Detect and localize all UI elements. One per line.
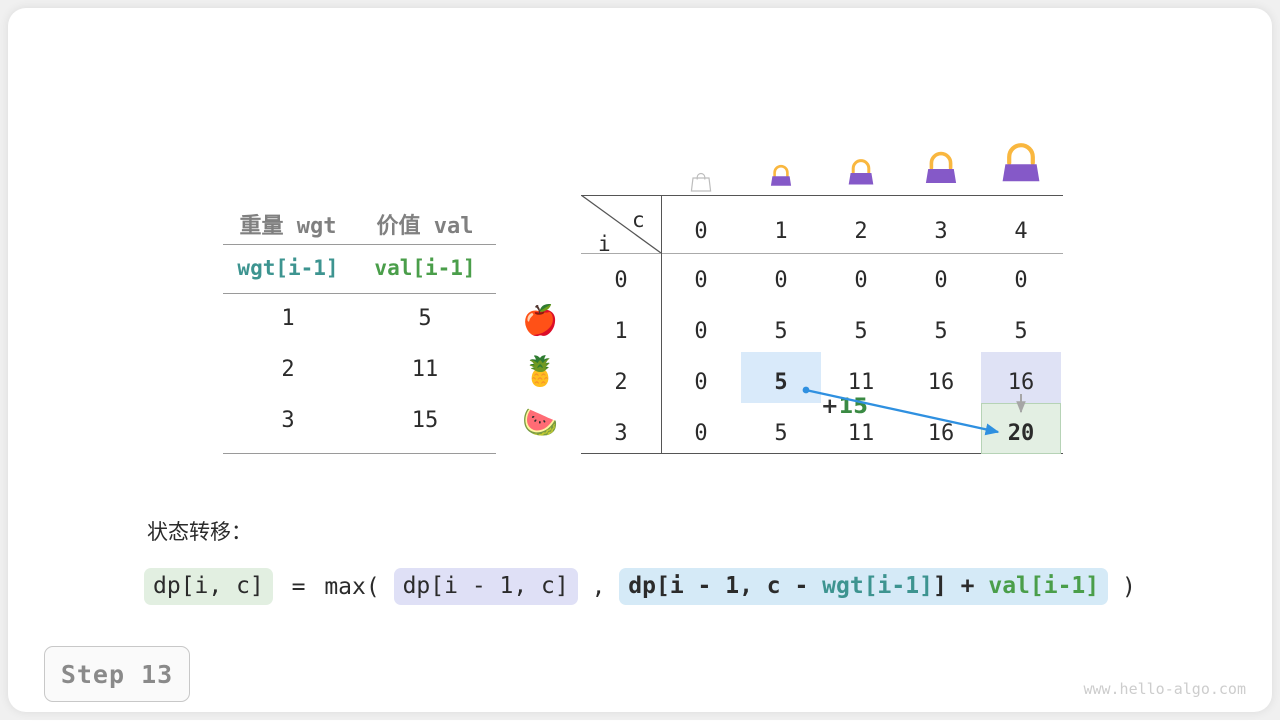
- dp-cell-3-0: 0: [694, 421, 708, 446]
- formula-max-open: max(: [324, 573, 394, 600]
- dp-cell-3-1: 5: [774, 421, 788, 446]
- dp-rule-vertical: [661, 195, 662, 453]
- dp-cell-0-3: 0: [934, 268, 948, 293]
- dp-cell-1-0: 0: [694, 319, 708, 344]
- dp-cell-2-0: 0: [694, 370, 708, 395]
- plus-value: 15: [838, 394, 868, 418]
- formula-wgt-term: wgt[i-1]: [822, 573, 933, 599]
- bag-size-2-icon: [821, 133, 901, 193]
- formula-option-1: dp[i - 1, c]: [393, 568, 578, 605]
- dp-rule-bottom: [581, 453, 1063, 454]
- dp-rule-header: [581, 253, 1063, 254]
- dp-cell-1-3: 5: [934, 319, 948, 344]
- dp-col-header-4: 4: [1014, 219, 1028, 244]
- dp-axis-label-i: i: [598, 232, 611, 256]
- dp-row-header-3: 3: [614, 421, 628, 446]
- dp-cell-1-2: 5: [854, 319, 868, 344]
- dp-row-header-0: 0: [614, 268, 628, 293]
- item-value-row-1: 5: [418, 306, 432, 331]
- item-table-header-value: 价值 val: [376, 214, 474, 239]
- dp-row-header-2: 2: [614, 370, 628, 395]
- formula-val-term: val[i-1]: [988, 573, 1100, 599]
- bag-size-4-icon: [981, 133, 1061, 193]
- item-table-header-weight: 重量 wgt: [239, 214, 337, 239]
- plus-sign: +: [821, 394, 839, 418]
- pineapple-emoji-icon: 🍍: [521, 354, 559, 388]
- apple-emoji-icon: 🍎: [521, 303, 559, 337]
- dp-cell-2-3: 16: [927, 370, 955, 395]
- item-weight-row-1: 1: [281, 306, 295, 331]
- dp-axis-label-c: c: [632, 208, 645, 232]
- site-watermark: www.hello-algo.com: [1083, 680, 1246, 698]
- bag-empty-icon: [661, 133, 741, 193]
- plus-value-annotation: +15: [821, 394, 868, 418]
- formula-option-2-mid: ] +: [932, 573, 989, 599]
- watermelon-emoji-icon: 🍉: [521, 405, 559, 439]
- dp-row-header-1: 1: [614, 319, 628, 344]
- dp-col-header-2: 2: [854, 219, 868, 244]
- dp-highlight-source-diagonal: [741, 352, 821, 403]
- corner-diagonal-line: [581, 195, 661, 253]
- dp-cell-0-2: 0: [854, 268, 868, 293]
- formula-option-2: dp[i - 1, c - wgt[i-1]] + val[i-1]: [619, 568, 1109, 605]
- formula-close-paren: ): [1108, 573, 1136, 600]
- dp-cell-1-1: 5: [774, 319, 788, 344]
- dp-rule-top: [581, 195, 1063, 196]
- dp-cell-2-1: 5: [774, 370, 788, 395]
- item-table-subheader-val: val[i-1]: [374, 256, 476, 280]
- dp-cell-3-4: 20: [1007, 421, 1035, 446]
- item-value-row-2: 11: [411, 357, 439, 382]
- step-badge: Step 13: [44, 646, 190, 702]
- formula-option-2-prefix: dp[i - 1, c -: [628, 573, 823, 599]
- dp-cell-3-3: 16: [927, 421, 955, 446]
- dp-cell-0-1: 0: [774, 268, 788, 293]
- dp-cell-2-2: 11: [847, 370, 875, 395]
- item-table-rule-top: [223, 244, 496, 245]
- item-weight-row-3: 3: [281, 408, 295, 433]
- item-table-rule-mid: [223, 293, 496, 294]
- dp-cell-3-2: 11: [847, 421, 875, 446]
- bag-size-3-icon: [901, 133, 981, 193]
- item-table-subheader-wgt: wgt[i-1]: [237, 256, 339, 280]
- formula-target: dp[i, c]: [144, 568, 273, 605]
- dp-cell-2-4: 16: [1007, 370, 1035, 395]
- bag-size-1-icon: [741, 133, 821, 193]
- item-table: 重量 wgt 价值 val wgt[i-1] val[i-1] 1 5 2 11…: [223, 198, 496, 454]
- item-value-row-3: 15: [411, 408, 439, 433]
- slide-card: 重量 wgt 价值 val wgt[i-1] val[i-1] 1 5 2 11…: [8, 8, 1272, 712]
- dp-cell-0-0: 0: [694, 268, 708, 293]
- dp-cell-0-4: 0: [1014, 268, 1028, 293]
- dp-cell-1-4: 5: [1014, 319, 1028, 344]
- transition-formula: dp[i, c] = max( dp[i - 1, c] , dp[i - 1,…: [144, 568, 1136, 605]
- formula-comma: ,: [577, 573, 620, 600]
- dp-col-header-0: 0: [694, 219, 708, 244]
- dp-col-header-3: 3: [934, 219, 948, 244]
- transition-label: 状态转移：: [147, 520, 252, 544]
- formula-equals: =: [277, 573, 320, 600]
- dp-col-header-1: 1: [774, 219, 788, 244]
- item-table-rule-bottom: [223, 453, 496, 454]
- item-weight-row-2: 2: [281, 357, 295, 382]
